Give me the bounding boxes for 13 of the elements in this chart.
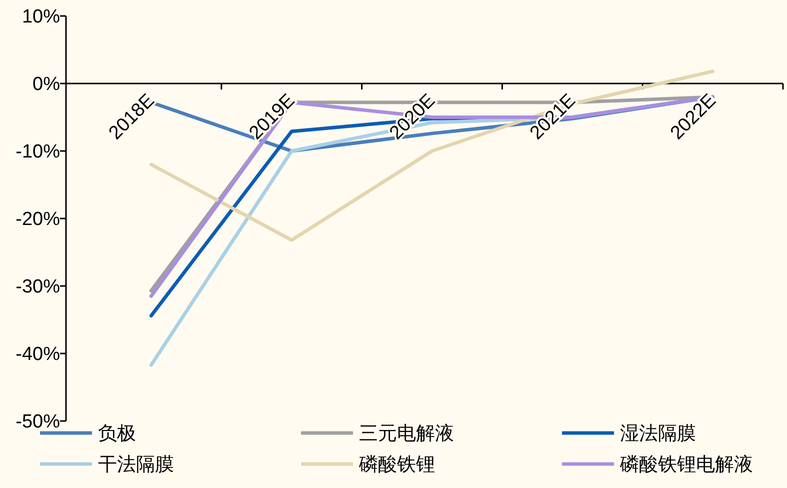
y-tick-label: -10%	[16, 142, 60, 163]
y-tick-label: -20%	[16, 209, 60, 230]
y-tick-label: -50%	[16, 412, 60, 433]
legend-label: 干法隔膜	[98, 454, 174, 476]
legend-label: 磷酸铁锂电解液	[619, 454, 753, 476]
y-tick-label: -30%	[16, 276, 60, 298]
y-tick-label: 0%	[32, 74, 60, 96]
legend-label: 三元电解液	[359, 422, 454, 445]
y-tick-label: -40%	[16, 344, 60, 366]
legend-label: 磷酸铁锂	[358, 454, 435, 476]
legend-label: 负极	[98, 422, 136, 445]
y-tick-label: 10%	[22, 6, 60, 28]
legend-label: 湿法隔膜	[620, 422, 696, 445]
